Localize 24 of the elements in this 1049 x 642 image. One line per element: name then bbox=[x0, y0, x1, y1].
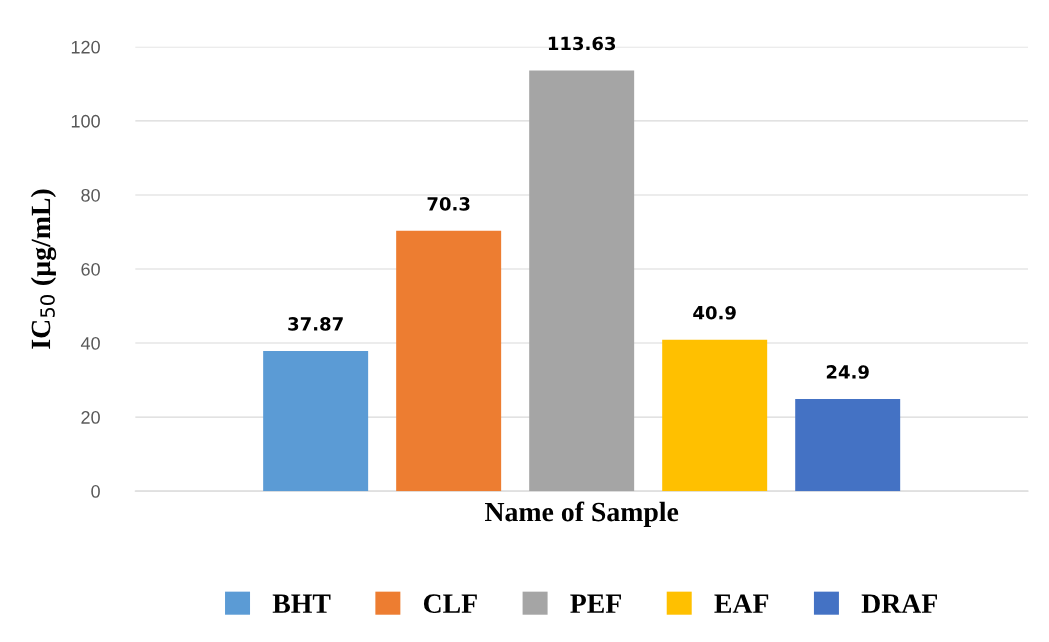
data-label: 24.9 bbox=[826, 365, 869, 379]
data-label: 40.9 bbox=[693, 305, 736, 320]
legend-label: PEF bbox=[570, 594, 621, 613]
y-tick-label: 40 bbox=[80, 336, 100, 350]
y-tick-label: 0 bbox=[91, 485, 100, 498]
bar bbox=[263, 350, 369, 492]
bar bbox=[662, 339, 768, 492]
y-tick-label: 80 bbox=[81, 188, 100, 202]
bar bbox=[529, 70, 635, 492]
y-tick-label: 60 bbox=[81, 262, 100, 276]
y-tick-label: 120 bbox=[71, 40, 100, 54]
data-label: 37.87 bbox=[288, 317, 343, 331]
y-tick-label: 20 bbox=[81, 411, 100, 424]
bar bbox=[396, 230, 502, 492]
legend-label: CLF bbox=[423, 594, 477, 614]
legend-label: BHT bbox=[272, 594, 331, 613]
bar bbox=[795, 398, 901, 492]
legend-label: DRAF bbox=[861, 594, 937, 613]
data-label: 113.63 bbox=[548, 36, 616, 51]
legend-label: EAF bbox=[714, 594, 769, 613]
y-tick-label: 100 bbox=[71, 114, 100, 128]
x-axis-title: Name of Sample bbox=[484, 501, 679, 528]
y-axis-title: IC$_{50}$ (µg/mL) bbox=[30, 189, 57, 349]
data-label: 70.3 bbox=[427, 197, 470, 211]
